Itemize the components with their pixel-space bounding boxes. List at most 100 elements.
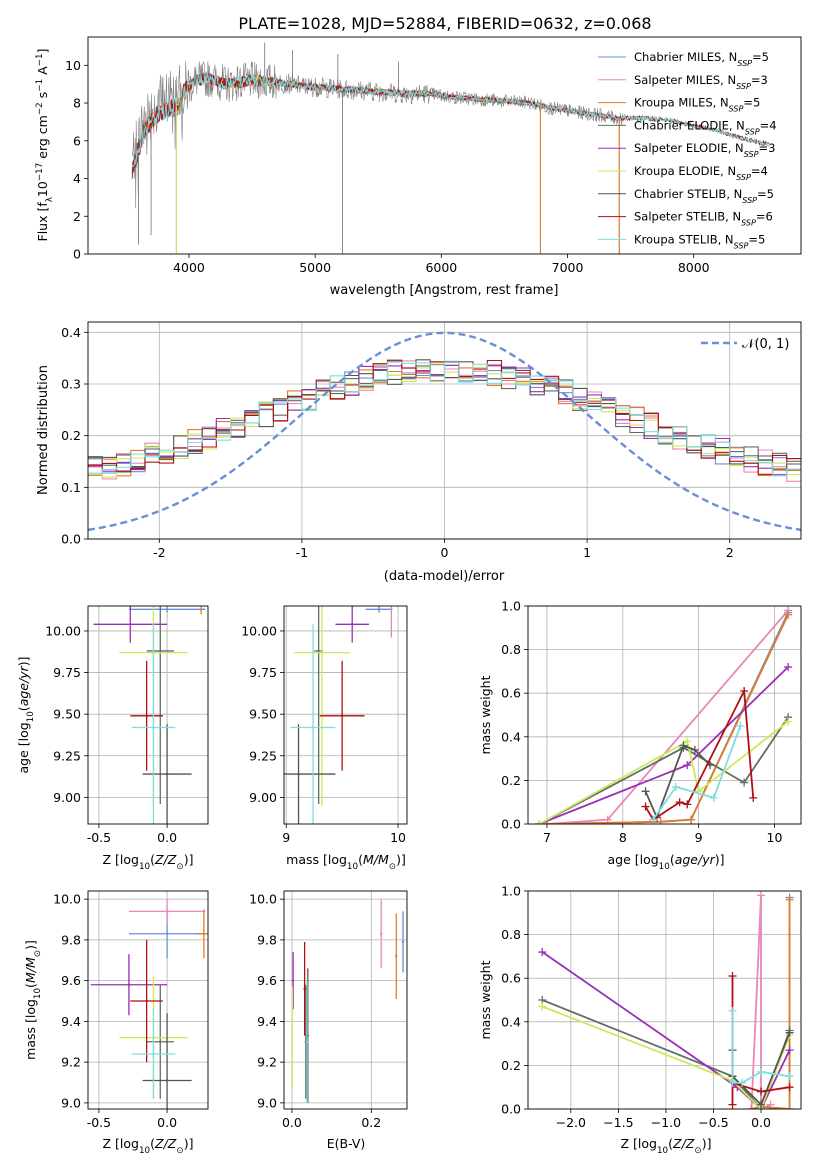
weight-marker-kroupa-stelib [736,721,745,730]
x-axis-label-part: Z [log [103,852,139,867]
weight-marker-kroupa-elodie [683,737,692,746]
weight-marker-kroupa-miles [785,895,794,904]
x-axis-label: (data-model)/error [384,569,505,584]
weight-line-kroupa-elodie [538,720,789,824]
legend-entry-chabrier-stelib-part: Chabrier STELIB, N [634,187,742,201]
point-salpeter-miles [165,910,169,913]
y-axis-label: age [log10(age/yr)] [16,656,36,773]
y-axis-label: mass weight [478,675,493,754]
point-salpeter-stelib [145,999,148,1003]
y-axis-label-part: ⊙ [33,950,43,957]
axes-frame [283,890,408,1110]
plot-area [90,899,208,1109]
y-axis-label-part: λ [45,197,55,202]
y-tick-label: 0.0 [501,817,521,832]
point-chabrier-stelib [165,772,169,776]
point-chabrier-miles [401,940,405,944]
legend-entry-kroupa-miles-part: Kroupa MILES, N [634,96,729,110]
x-axis-label-part: )] [396,852,406,867]
weight-marker-kroupa-stelib [738,1078,747,1087]
plot-area [131,42,770,254]
legend-entry-salpeter-elodie-part: =3 [758,141,775,155]
weight-marker-chabrier-stelib [690,745,699,754]
legend-entry-chabrier-stelib-part: =5 [757,187,774,201]
y-tick-label: 9.6 [257,973,277,988]
x-axis-label: wavelength [Angstrom, rest frame] [330,283,559,298]
y-axis-label-part: ( [23,983,38,988]
grid [284,606,407,824]
x-tick-label: −0.5 [698,1115,728,1130]
y-tick-label: 0.0 [501,1102,521,1117]
x-axis-label-part: mass [log [286,852,347,867]
y-tick-label: 0.4 [501,729,521,744]
legend-entry-kroupa-miles-part: =5 [743,96,760,110]
ticks: 9 10 9.00 9.25 9.50 9.75 10.00 [241,623,406,845]
y-tick-label: 9.00 [53,790,81,805]
legend-entry-normal: 𝒩(0, 1) [742,337,789,352]
y-tick-label: 0.2 [61,428,81,443]
x-tick-label: 5000 [299,260,331,275]
weight-line-kroupa-miles [546,614,789,824]
point-chabrier-elodie [159,1040,162,1043]
weight-line-kroupa-elodie [541,1005,791,1109]
legend-entry-chabrier-elodie: Chabrier ELODIE, NSSP=4 [634,118,777,136]
x-tick-label: −1.5 [603,1115,633,1130]
point-chabrier-miles [165,932,169,935]
point-salpeter-stelib [340,714,344,718]
plot-area [284,606,393,824]
y-tick-label: 0.4 [501,1014,521,1029]
x-axis-label-part: )] [184,1136,194,1151]
normal-curve [88,331,801,532]
legend-entry-chabrier-miles: Chabrier MILES, NSSP=5 [634,50,769,68]
ticks: -0.5 0.0 9.00 9.25 9.50 9.75 10.00 [45,623,177,845]
weight-marker-kroupa-miles [784,610,793,619]
x-tick-label: -2 [153,545,165,560]
plot-area [535,606,793,824]
x-axis-label: Z [log10(Z/Z⊙)] [103,852,194,872]
point-salpeter-stelib [145,714,148,718]
y-tick-label: 0.2 [501,773,521,788]
y-axis-label-part: age/yr [16,665,31,706]
legend-entry-salpeter-elodie-part: SSP [744,150,759,159]
x-tick-label: 0.0 [157,1115,177,1130]
plot-area [88,331,801,532]
x-axis-label-part: ( [358,852,363,867]
point-salpeter-elodie [351,623,354,626]
legend-entry-salpeter-elodie: Salpeter ELODIE, NSSP=3 [634,141,775,159]
y-tick-label: 0.6 [501,971,521,986]
point-salpeter-stelib [303,987,306,990]
y-tick-label: 9.50 [249,707,277,722]
x-tick-label: -0.5 [87,1115,111,1130]
legend-entry-kroupa-elodie-part: Kroupa ELODIE, N [634,164,736,178]
legend-entry-salpeter-stelib-part: SSP [741,218,756,227]
figure-title: PLATE=1028, MJD=52884, FIBERID=0632, z=0… [238,14,651,33]
weight-marker-kroupa-stelib [728,1078,737,1087]
x-axis-label-part: ⊙ [176,1146,183,1156]
x-axis-label-part: ⊙ [389,862,396,872]
y-tick-label: 9.75 [249,665,277,680]
weight-marker-kroupa-stelib [671,782,680,791]
weight-marker-chabrier-stelib [679,741,688,750]
point-salpeter-elodie [291,979,295,982]
legend-entry-salpeter-elodie-part: Salpeter ELODIE, N [634,141,744,155]
x-axis-label-part: ( [670,852,675,867]
legend-entry-chabrier-elodie-part: =4 [760,118,777,132]
point-kroupa-elodie [320,651,324,654]
x-axis-label-part: M/M [363,852,389,867]
plot-area [291,899,405,1103]
x-axis-label-part: age/yr [675,852,716,867]
point-chabrier-miles [165,608,169,611]
y-tick-label: 1.0 [501,884,521,899]
grid [88,606,208,824]
y-axis-label: Normed distribution [36,365,51,495]
x-axis-label-part: )] [715,852,725,867]
y-tick-label: 10.00 [241,623,277,638]
y-tick-label: 9.75 [53,665,81,680]
x-axis-label-part: 10 [657,1146,668,1156]
legend-entry-kroupa-elodie-part: SSP [736,173,751,182]
y-axis-label-part: −1 [35,79,45,92]
y-tick-label: 0 [73,247,81,262]
x-tick-label: 7000 [552,260,584,275]
x-tick-label: 0 [441,545,449,560]
